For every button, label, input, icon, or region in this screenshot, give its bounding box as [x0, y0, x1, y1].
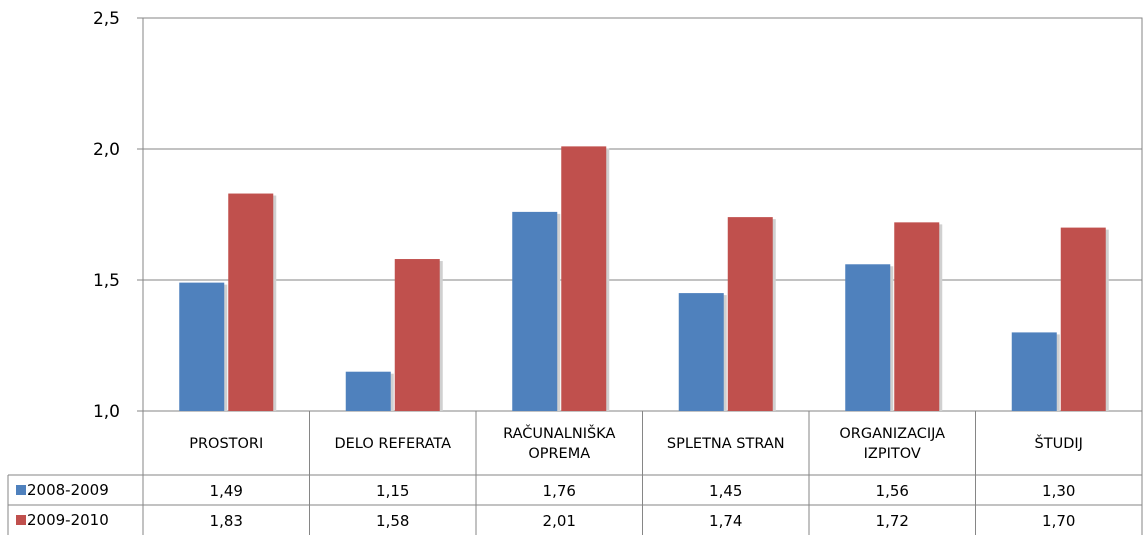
category-label: SPLETNA STRAN — [667, 436, 785, 452]
data-label: 1,15 — [376, 482, 409, 500]
category-label: ORGANIZACIJA — [839, 426, 945, 442]
bar-2009-2010 — [394, 259, 440, 411]
category-label: PROSTORI — [189, 436, 263, 452]
data-label: 1,70 — [1042, 512, 1075, 530]
legend-label: 2008-2009 — [27, 481, 109, 499]
category-label: DELO REFERATA — [334, 436, 451, 452]
plot-area — [142, 17, 1143, 412]
data-label: 1,56 — [876, 482, 909, 500]
y-tick-label: 2,0 — [93, 140, 120, 160]
data-label: 2,01 — [543, 512, 576, 530]
bar-2008-2009 — [845, 264, 891, 411]
legend-key-2009-2010 — [16, 515, 26, 525]
bar-2008-2009 — [179, 282, 225, 411]
legend-key-2008-2009 — [16, 485, 26, 495]
category-label: IZPITOV — [864, 446, 921, 462]
bar-2009-2010 — [894, 222, 940, 411]
data-label: 1,30 — [1042, 482, 1075, 500]
category-label: ŠTUDIJ — [1035, 434, 1083, 452]
bar-2009-2010 — [228, 193, 274, 411]
bar-2009-2010 — [1060, 227, 1106, 411]
data-label: 1,49 — [210, 482, 243, 500]
data-label: 1,76 — [543, 482, 576, 500]
bar-2009-2010 — [561, 146, 607, 411]
bar-2008-2009 — [1011, 332, 1057, 411]
legend-label: 2009-2010 — [27, 511, 109, 529]
bar-2008-2009 — [512, 211, 558, 411]
y-tick-label: 1,5 — [93, 271, 120, 291]
y-tick-label: 1,0 — [93, 402, 120, 422]
y-tick-label: 2,5 — [93, 9, 120, 29]
data-label: 1,72 — [876, 512, 909, 530]
category-label: OPREMA — [528, 446, 590, 462]
bar-2008-2009 — [678, 293, 724, 411]
data-label: 1,83 — [210, 512, 243, 530]
bar-2008-2009 — [345, 371, 391, 411]
data-label: 1,58 — [376, 512, 409, 530]
bar-2009-2010 — [727, 217, 773, 411]
category-label: RAČUNALNIŠKA — [503, 424, 615, 442]
data-label: 1,74 — [709, 512, 742, 530]
data-label: 1,45 — [709, 482, 742, 500]
